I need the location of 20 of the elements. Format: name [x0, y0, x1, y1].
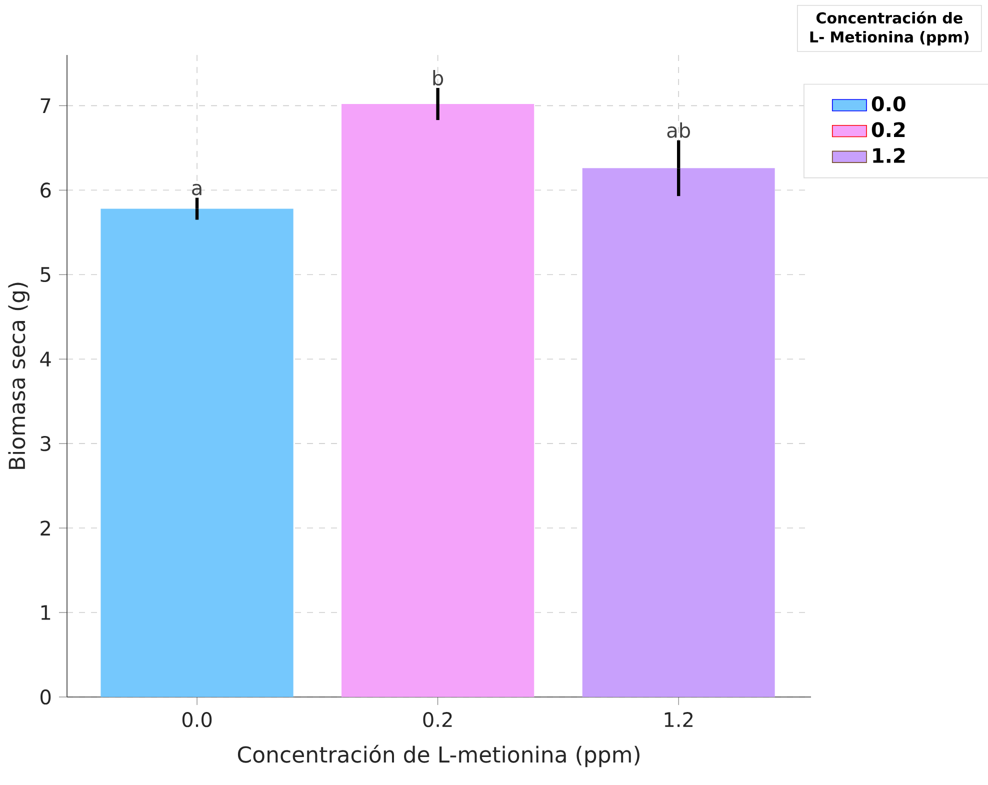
y-tick-label: 7	[40, 98, 50, 113]
y-axis-title: Biomasa seca (g)	[8, 282, 30, 469]
x-tick-label: 0.2	[423, 712, 452, 728]
y-tick-label: 5	[40, 267, 50, 282]
annotation: a	[192, 184, 202, 196]
legend-title: Concentración de L- Metionina (ppm)	[810, 11, 969, 46]
x-axis-title: Concentración de L-metionina (ppm)	[238, 744, 640, 768]
x-tick-label: 0.0	[182, 712, 212, 728]
legend-label: 1.2	[873, 148, 905, 163]
y-tick-label: 0	[40, 689, 51, 705]
annotation: b	[433, 70, 444, 86]
y-tick-label: 3	[40, 436, 50, 452]
y-tick-label: 6	[40, 182, 51, 198]
legend-label: 0.2	[872, 122, 905, 138]
x-tick-label: 1.2	[664, 712, 692, 727]
y-tick-label: 1	[41, 605, 50, 620]
y-tick-label: 4	[40, 352, 51, 366]
annotation: ab	[667, 122, 690, 138]
y-tick-label: 2	[40, 520, 50, 536]
legend-label: 0.0	[872, 96, 906, 112]
